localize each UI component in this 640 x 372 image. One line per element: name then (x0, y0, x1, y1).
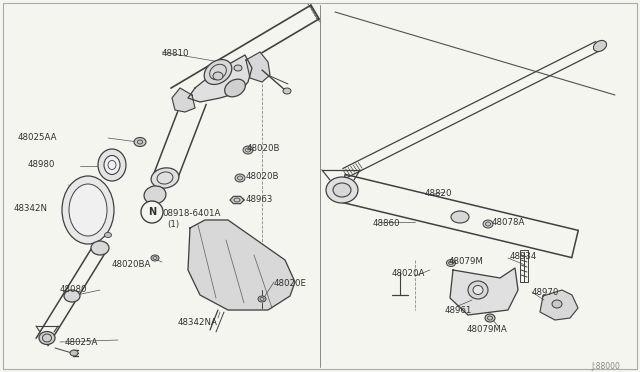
Ellipse shape (333, 183, 351, 197)
Ellipse shape (473, 285, 483, 295)
Ellipse shape (91, 241, 109, 255)
Text: 48078A: 48078A (492, 218, 525, 227)
Polygon shape (188, 55, 252, 102)
Ellipse shape (234, 65, 242, 71)
Ellipse shape (104, 232, 111, 237)
Text: 48970: 48970 (532, 288, 559, 297)
Text: 48079M: 48079M (449, 257, 484, 266)
Text: 48342NA: 48342NA (178, 318, 218, 327)
Text: 48963: 48963 (246, 195, 273, 204)
Ellipse shape (552, 300, 562, 308)
Text: 48934: 48934 (510, 252, 538, 261)
Polygon shape (450, 268, 518, 315)
Ellipse shape (326, 177, 358, 203)
Ellipse shape (62, 176, 114, 244)
Ellipse shape (451, 211, 469, 223)
Text: 48020B: 48020B (246, 172, 280, 181)
Ellipse shape (98, 149, 126, 181)
Ellipse shape (213, 72, 223, 80)
Ellipse shape (258, 296, 266, 302)
Ellipse shape (283, 88, 291, 94)
Ellipse shape (243, 146, 253, 154)
Text: J:88000: J:88000 (591, 362, 620, 371)
Text: 48820: 48820 (425, 189, 452, 198)
Ellipse shape (483, 220, 493, 228)
Ellipse shape (593, 41, 607, 52)
Ellipse shape (235, 174, 245, 182)
Text: 48020A: 48020A (392, 269, 426, 278)
Text: N: N (148, 207, 156, 217)
Ellipse shape (104, 155, 120, 174)
Ellipse shape (39, 331, 55, 344)
Ellipse shape (69, 184, 107, 236)
Text: (1): (1) (167, 220, 179, 229)
Polygon shape (230, 196, 244, 203)
Text: 48860: 48860 (373, 219, 401, 228)
Polygon shape (188, 220, 295, 310)
Ellipse shape (151, 255, 159, 261)
Ellipse shape (70, 350, 78, 356)
Text: 48025A: 48025A (65, 338, 99, 347)
Text: 48025AA: 48025AA (18, 133, 58, 142)
Text: 48961: 48961 (445, 306, 472, 315)
Text: 48020BA: 48020BA (112, 260, 152, 269)
Text: 48020E: 48020E (274, 279, 307, 288)
Text: 48080: 48080 (60, 285, 88, 294)
Text: 48020B: 48020B (247, 144, 280, 153)
Polygon shape (540, 290, 578, 320)
Ellipse shape (447, 260, 456, 266)
Text: 48079MA: 48079MA (467, 325, 508, 334)
Ellipse shape (204, 60, 232, 84)
Ellipse shape (468, 281, 488, 299)
Text: 48342N: 48342N (14, 204, 48, 213)
Polygon shape (172, 88, 195, 112)
Polygon shape (246, 52, 270, 82)
Ellipse shape (64, 290, 80, 302)
Ellipse shape (485, 314, 495, 322)
Text: 48980: 48980 (28, 160, 56, 169)
Ellipse shape (151, 168, 179, 188)
Text: 48810: 48810 (162, 49, 189, 58)
Ellipse shape (144, 186, 166, 204)
Ellipse shape (225, 79, 245, 97)
Circle shape (141, 201, 163, 223)
Text: 08918-6401A: 08918-6401A (162, 209, 220, 218)
Ellipse shape (134, 138, 146, 147)
